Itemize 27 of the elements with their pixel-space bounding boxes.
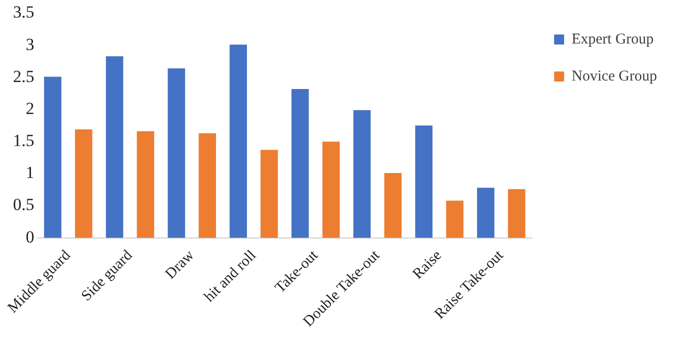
y-tick-label: 3.5 [13, 2, 34, 22]
bar [415, 126, 433, 238]
bar [168, 68, 186, 238]
bar [44, 76, 62, 238]
y-tick-label: 1.5 [13, 131, 34, 150]
bar [384, 173, 402, 238]
bar [291, 88, 309, 238]
y-tick-label: 1 [26, 163, 34, 182]
bar [74, 129, 92, 238]
y-tick-label: 2 [26, 98, 34, 118]
legend-label: Expert Group [572, 31, 654, 48]
bar [230, 44, 247, 238]
y-tick-label: 2.5 [13, 66, 34, 86]
bar [260, 150, 278, 238]
bar [198, 133, 216, 238]
bar [322, 142, 340, 238]
y-tick-label: 3 [26, 34, 34, 54]
bar [353, 110, 371, 238]
bar [477, 188, 494, 238]
y-tick-label: 0 [26, 227, 34, 246]
bar [446, 200, 464, 238]
bar [136, 131, 154, 238]
bar [106, 56, 124, 238]
bar [508, 189, 526, 238]
legend-label: Novice Group [572, 68, 658, 84]
x-tick-label: hit and roll [202, 248, 260, 306]
y-tick-label: 0.5 [13, 195, 34, 214]
